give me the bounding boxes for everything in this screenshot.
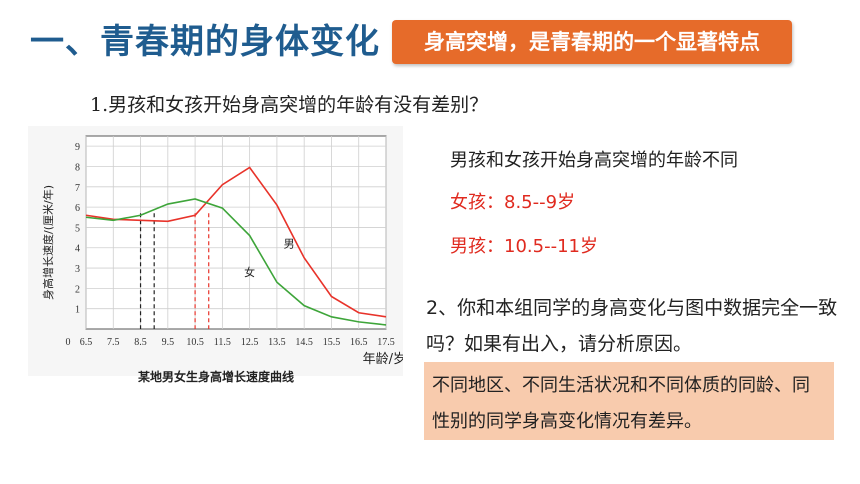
x-tick-label: 12.5 — [241, 337, 258, 348]
answer-boy: 男孩：10.5--11岁 — [450, 236, 598, 257]
answer-2-box: 不同地区、不同生活状况和不同体质的同龄、同性别的同学身高变化情况有差异。 — [424, 362, 834, 440]
x-axis-title: 年龄/岁 — [363, 352, 403, 367]
y-tick-label: 1 — [75, 305, 80, 316]
series-label-girl: 女 — [244, 265, 255, 279]
answer-girl: 女孩：8.5--9岁 — [450, 192, 576, 213]
x-tick-label: 13.5 — [268, 337, 286, 348]
y-tick-label: 6 — [75, 203, 80, 214]
series-label-boy: 男 — [284, 238, 295, 251]
y-tick-label: 4 — [75, 244, 80, 255]
x-tick-label: 9.5 — [162, 337, 175, 348]
y-tick-label: 7 — [75, 183, 80, 194]
y-axis-title: 身高增长速度/(厘米/年) — [41, 185, 55, 300]
chart-title: 某地男女生身高增长速度曲线 — [138, 369, 294, 384]
y-tick-label: 9 — [75, 142, 80, 153]
x-tick-label: 10.5 — [186, 337, 204, 348]
x-tick-label: 15.5 — [323, 337, 341, 348]
y-tick-label: 2 — [75, 284, 80, 295]
x-tick-label: 14.5 — [295, 337, 313, 348]
y-tick-label: 0 — [66, 337, 71, 348]
answer-main: 男孩和女孩开始身高突增的年龄不同 — [450, 150, 738, 171]
y-tick-label: 5 — [75, 223, 80, 234]
page-title: 一、青春期的身体变化 — [30, 22, 380, 62]
x-tick-label: 16.5 — [350, 337, 368, 348]
question-1: 1.男孩和女孩开始身高突增的年龄有没有差别？ — [90, 94, 489, 116]
x-tick-label: 17.5 — [377, 337, 395, 348]
x-tick-label: 6.5 — [80, 337, 93, 348]
growth-rate-chart: 1 2 3 4 5 6 7 8 9 0 6.5 7.5 8.5 9.5 10.5 11.5 12.5 13.5 14… — [28, 126, 403, 384]
x-tick-label: 8.5 — [134, 337, 147, 348]
question-2: 2、你和本组同学的身高变化与图中数据完全一致吗？如果有出入，请分析原因。 — [426, 297, 838, 355]
y-tick-label: 3 — [75, 264, 80, 275]
series-line-boy — [85, 166, 387, 318]
plot-area — [85, 135, 387, 330]
series-line-girl — [85, 198, 387, 326]
x-tick-label: 7.5 — [107, 337, 120, 348]
x-tick-label: 11.5 — [214, 337, 231, 348]
y-tick-label: 8 — [75, 162, 80, 173]
highlight-badge: 身高突增，是青春期的一个显著特点 — [392, 20, 792, 64]
